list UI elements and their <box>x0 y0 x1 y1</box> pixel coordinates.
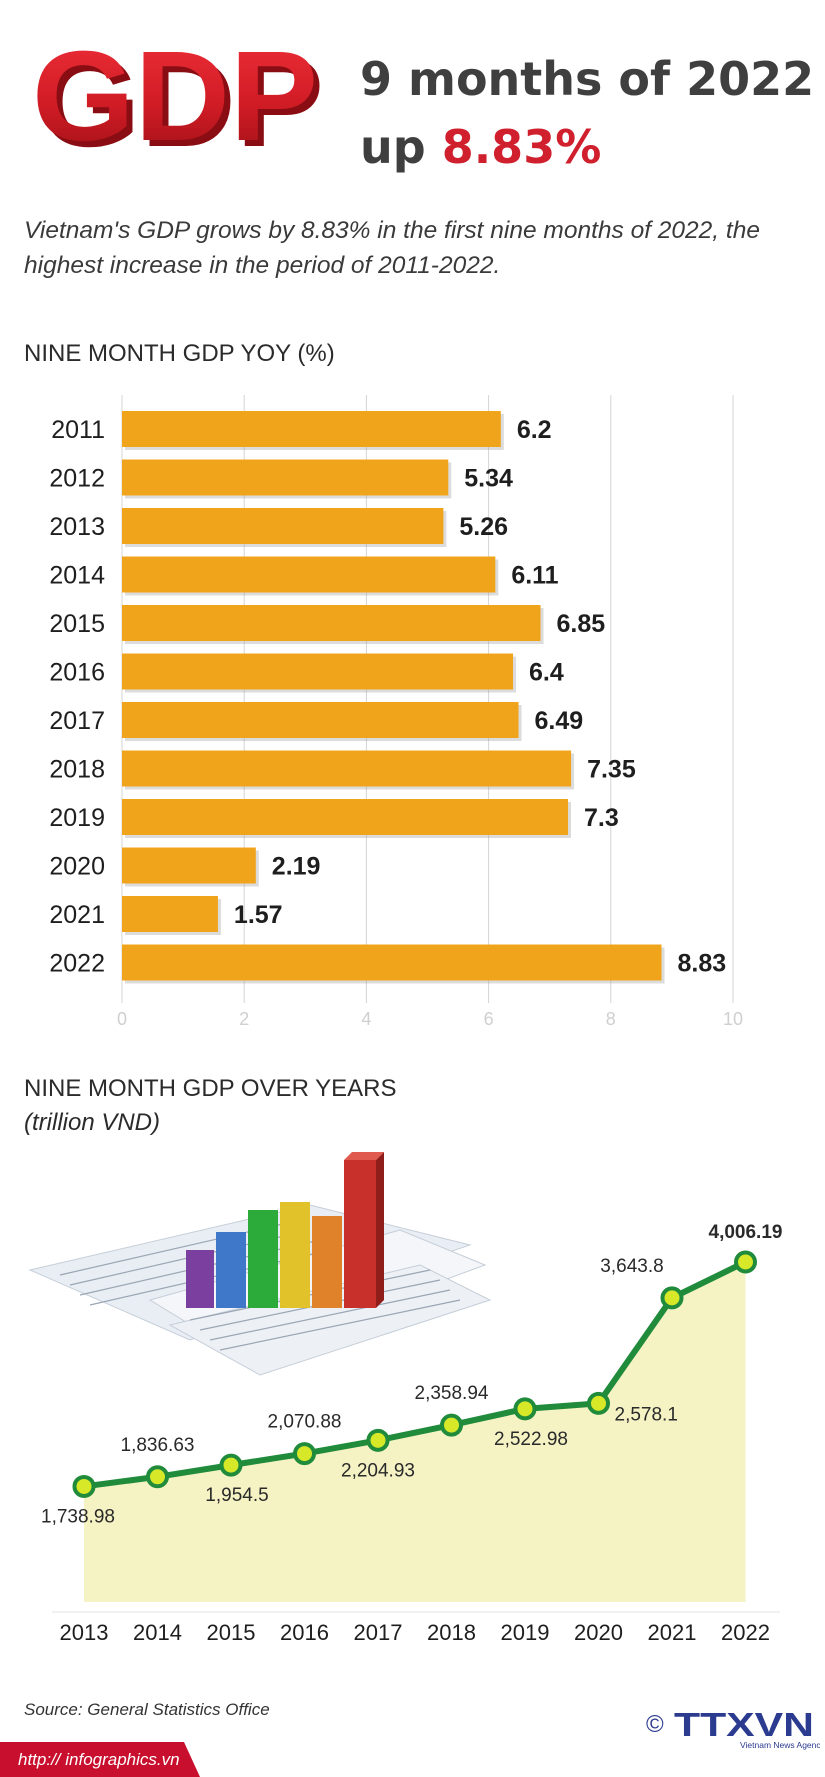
bar <box>122 459 449 496</box>
bar <box>122 847 256 884</box>
line-area-fill <box>84 1262 746 1602</box>
bar <box>122 799 569 835</box>
line-x-tick-label: 2013 <box>60 1620 109 1645</box>
bar-value-label: 6.2 <box>517 416 552 444</box>
bar-category-label: 2016 <box>49 659 105 687</box>
bar-category-label: 2021 <box>49 901 105 929</box>
bar-value-label: 8.83 <box>678 950 727 978</box>
bar-category-label: 2011 <box>51 416 105 444</box>
summary-text: Vietnam's GDP grows by 8.83% in the firs… <box>24 217 760 279</box>
line-value-label: 1,954.5 <box>205 1485 268 1506</box>
line-point <box>219 1453 243 1477</box>
source-note: Source: General Statistics Office <box>24 1700 270 1719</box>
line-x-tick-label: 2019 <box>501 1620 550 1645</box>
bar <box>122 944 662 981</box>
bar-category-label: 2015 <box>49 610 105 638</box>
line-value-label: 2,204.93 <box>341 1460 415 1481</box>
line-value-label: 3,643.8 <box>600 1256 663 1277</box>
ttxvn-logo: © TTXVN Vietnam News Agency <box>646 1706 820 1750</box>
footer-url-link[interactable]: http:// infographics.vn <box>18 1750 180 1769</box>
line-value-label: 2,070.88 <box>268 1412 342 1433</box>
bar-axis-tick-label: 6 <box>484 1009 494 1029</box>
bar-category-label: 2014 <box>49 562 105 590</box>
line-point <box>72 1474 96 1498</box>
line-value-label: 2,578.1 <box>615 1404 678 1425</box>
bar-value-label: 6.49 <box>535 707 584 735</box>
bar-category-label: 2022 <box>49 950 105 978</box>
line-x-tick-label: 2015 <box>207 1620 256 1645</box>
line-point <box>366 1428 390 1452</box>
line-point <box>513 1397 537 1421</box>
headline-growth-value: 8.83% <box>441 120 602 174</box>
line-x-tick-label: 2017 <box>354 1620 403 1645</box>
line-x-tick-label: 2018 <box>427 1620 476 1645</box>
line-point <box>734 1250 757 1274</box>
line-x-tick-label: 2014 <box>133 1620 182 1645</box>
bar-value-label: 5.34 <box>464 465 513 493</box>
line-point <box>146 1465 169 1489</box>
line-x-tick-label: 2020 <box>574 1620 623 1645</box>
bar <box>122 702 519 738</box>
gdp-logo-shadow: GDP <box>38 31 324 168</box>
line-point <box>440 1413 463 1437</box>
line-x-tick-label: 2022 <box>721 1620 770 1645</box>
line-x-tick-label: 2016 <box>280 1620 329 1645</box>
bar-value-label: 6.11 <box>511 562 558 590</box>
copyright-symbol: © <box>646 1711 664 1738</box>
bar-category-label: 2020 <box>49 853 105 881</box>
line-series <box>83 1259 747 1490</box>
bar-value-label: 6.85 <box>557 610 606 638</box>
line-point <box>587 1391 610 1415</box>
bar <box>122 750 572 787</box>
bar-axis-tick-label: 8 <box>606 1009 616 1029</box>
bar-value-label: 1.57 <box>234 901 283 929</box>
gdp-logo-text: GDP <box>32 25 318 168</box>
bar-axis-tick-label: 10 <box>723 1009 743 1029</box>
bar-chart-title: NINE MONTH GDP YOY (%) <box>24 340 335 367</box>
bar-category-label: 2018 <box>49 756 105 784</box>
headline-growth-prefix: up <box>360 120 426 174</box>
headline-period: 9 months of 2022 <box>360 52 815 106</box>
line-value-label: 2,358.94 <box>415 1383 489 1404</box>
line-point <box>293 1442 316 1466</box>
bar <box>122 411 501 447</box>
gdp-logo: GDP GDP <box>32 25 324 168</box>
bar-category-label: 2019 <box>49 804 105 832</box>
bar-axis-tick-label: 0 <box>117 1009 127 1029</box>
bar-category-label: 2017 <box>49 707 105 735</box>
bar <box>122 605 541 641</box>
footer-bar <box>0 1742 825 1777</box>
bar <box>122 896 218 932</box>
brand-name: TTXVN <box>674 1706 814 1743</box>
bar-category-label: 2013 <box>49 513 105 541</box>
line-x-tick-label: 2021 <box>648 1620 697 1645</box>
bar-category-label: 2012 <box>49 465 105 493</box>
decorative-report-illustration <box>28 1152 492 1376</box>
brand-subtitle: Vietnam News Agency <box>740 1740 820 1750</box>
headline-growth: up 8.83% <box>360 124 601 170</box>
bar-value-label: 7.3 <box>584 804 619 832</box>
bar <box>122 653 514 690</box>
line-value-label: 4,006.19 <box>709 1222 783 1243</box>
yoy-bar-chart: 0 2 4 6 8 10 2011 6.2 2012 5.34 2013 5.26 2014 6.11 20… <box>49 395 743 1029</box>
bar <box>122 556 496 593</box>
bar-value-label: 2.19 <box>272 853 321 881</box>
bar-axis-tick-label: 2 <box>239 1009 249 1029</box>
line-chart-unit: (trillion VND) <box>24 1109 161 1136</box>
bar-value-label: 5.26 <box>459 513 508 541</box>
line-plot-area: 1,738.98 2013 1,836.63 2014 1,954.5 2015 2,070… <box>41 1222 782 1645</box>
bar-value-label: 7.35 <box>587 756 636 784</box>
bar-axis-tick-label: 4 <box>361 1009 371 1029</box>
gdp-line-chart: 1,738.98 2013 1,836.63 2014 1,954.5 2015 2,070… <box>28 1152 782 1645</box>
line-point <box>660 1286 684 1310</box>
line-value-label: 2,522.98 <box>494 1429 568 1450</box>
line-value-label: 1,836.63 <box>121 1435 195 1456</box>
line-chart-title: NINE MONTH GDP OVER YEARS <box>24 1075 397 1102</box>
line-value-label: 1,738.98 <box>41 1506 115 1527</box>
bar-value-label: 6.4 <box>529 659 564 687</box>
bar <box>122 508 444 544</box>
